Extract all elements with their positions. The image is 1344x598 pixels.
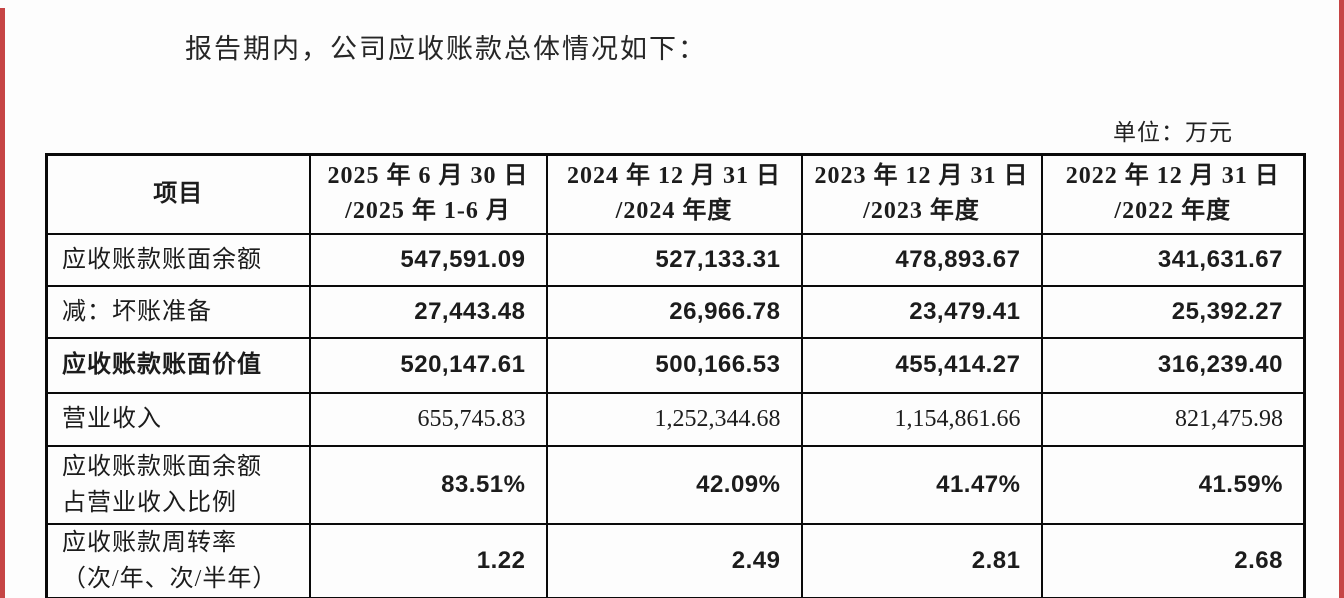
cell-value: 520,147.61 xyxy=(308,336,548,394)
row-label: 应收账款账面余额 占营业收入比例 xyxy=(45,444,311,525)
right-red-edge-bar xyxy=(1339,0,1344,598)
table-header-row: 项目 2025 年 6 月 30 日 /2025 年 1-6 月 2024 年 … xyxy=(45,153,1306,235)
table-row-operating-revenue: 营业收入 655,745.83 1,252,344.68 1,154,861.6… xyxy=(45,391,1306,447)
table-row-bad-debt-provision: 减：坏账准备 27,443.48 26,966.78 23,479.41 25,… xyxy=(45,284,1306,339)
document-page: 报告期内，公司应收账款总体情况如下： 单位：万元 项目 2025 年 6 月 3… xyxy=(45,0,1306,598)
cell-value: 2.49 xyxy=(545,522,803,598)
cell-value: 316,239.40 xyxy=(1040,336,1306,394)
row-label: 应收账款账面余额 xyxy=(45,232,311,287)
cell-value: 23,479.41 xyxy=(800,284,1043,339)
cell-value: 1.22 xyxy=(308,522,548,598)
table-row-book-balance: 应收账款账面余额 547,591.09 527,133.31 478,893.6… xyxy=(45,232,1306,287)
cell-value: 25,392.27 xyxy=(1040,284,1306,339)
header-item: 项目 xyxy=(45,153,311,235)
cell-value: 1,252,344.68 xyxy=(545,391,803,447)
table-row-ratio-of-revenue: 应收账款账面余额 占营业收入比例 83.51% 42.09% 41.47% 41… xyxy=(45,444,1306,525)
table-row-turnover-rate: 应收账款周转率 （次/年、次/半年） 1.22 2.49 2.81 2.68 xyxy=(45,522,1306,598)
cell-value: 655,745.83 xyxy=(308,391,548,447)
header-period-2022: 2022 年 12 月 31 日 /2022 年度 xyxy=(1040,153,1306,235)
accounts-receivable-table: 项目 2025 年 6 月 30 日 /2025 年 1-6 月 2024 年 … xyxy=(45,153,1306,598)
cell-value: 478,893.67 xyxy=(800,232,1043,287)
table-row-book-value: 应收账款账面价值 520,147.61 500,166.53 455,414.2… xyxy=(45,336,1306,394)
cell-value: 27,443.48 xyxy=(308,284,548,339)
cell-value: 455,414.27 xyxy=(800,336,1043,394)
cell-value: 547,591.09 xyxy=(308,232,548,287)
row-label: 应收账款周转率 （次/年、次/半年） xyxy=(45,522,311,598)
cell-value: 1,154,861.66 xyxy=(800,391,1043,447)
cell-value: 527,133.31 xyxy=(545,232,803,287)
row-label: 应收账款账面价值 xyxy=(45,336,311,394)
cell-value: 83.51% xyxy=(308,444,548,525)
cell-value: 821,475.98 xyxy=(1040,391,1306,447)
header-period-2025: 2025 年 6 月 30 日 /2025 年 1-6 月 xyxy=(308,153,548,235)
cell-value: 42.09% xyxy=(545,444,803,525)
left-red-edge-bar xyxy=(0,8,5,598)
cell-value: 500,166.53 xyxy=(545,336,803,394)
cell-value: 2.68 xyxy=(1040,522,1306,598)
cell-value: 41.59% xyxy=(1040,444,1306,525)
intro-paragraph: 报告期内，公司应收账款总体情况如下： xyxy=(185,34,707,64)
cell-value: 341,631.67 xyxy=(1040,232,1306,287)
cell-value: 41.47% xyxy=(800,444,1043,525)
unit-label: 单位：万元 xyxy=(1113,120,1233,145)
header-period-2024: 2024 年 12 月 31 日 /2024 年度 xyxy=(545,153,803,235)
header-period-2023: 2023 年 12 月 31 日 /2023 年度 xyxy=(800,153,1043,235)
row-label: 营业收入 xyxy=(45,391,311,447)
cell-value: 26,966.78 xyxy=(545,284,803,339)
cell-value: 2.81 xyxy=(800,522,1043,598)
row-label: 减：坏账准备 xyxy=(45,284,311,339)
